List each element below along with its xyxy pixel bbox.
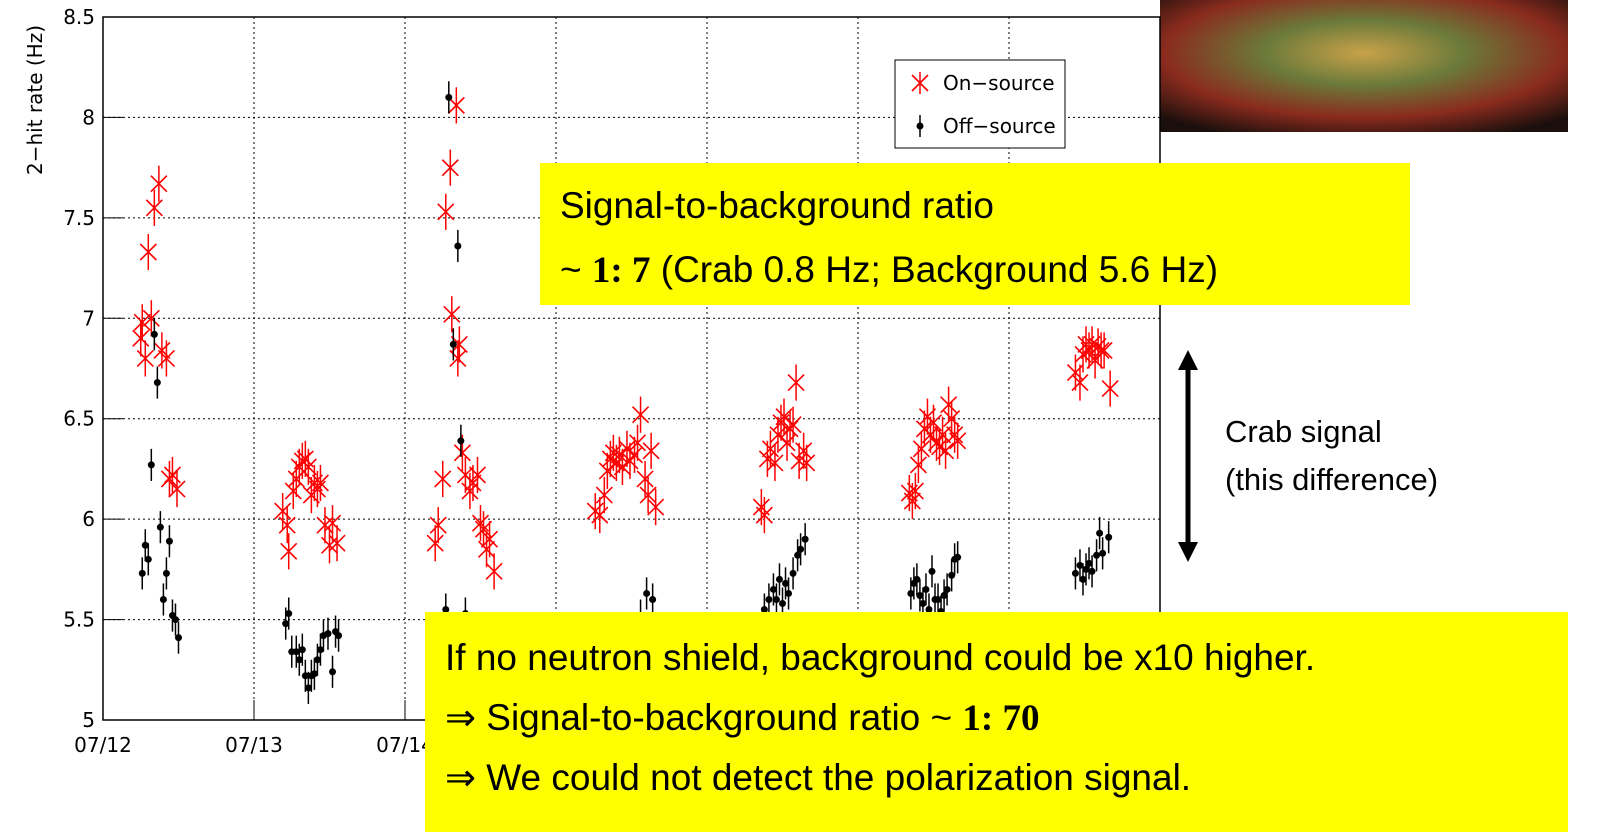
x-tick-label: 07/12 bbox=[74, 733, 132, 757]
dot-marker bbox=[776, 576, 783, 583]
dot-marker bbox=[329, 668, 336, 675]
callout-text: If no neutron shield, background could b… bbox=[445, 637, 1315, 678]
side-text: Crab signal bbox=[1225, 414, 1382, 449]
dot-marker bbox=[163, 570, 170, 577]
dot-marker bbox=[1096, 530, 1103, 537]
dot-marker bbox=[1072, 570, 1079, 577]
dot-marker bbox=[1093, 552, 1100, 559]
y-tick-label: 5 bbox=[82, 708, 95, 732]
dot-marker bbox=[160, 596, 167, 603]
dot-marker bbox=[445, 94, 452, 101]
callout-text: ~ 1: 7 (Crab 0.8 Hz; Background 5.6 Hz) bbox=[560, 249, 1218, 291]
dot-marker bbox=[917, 123, 924, 130]
dot-marker bbox=[457, 437, 464, 444]
dot-marker bbox=[139, 570, 146, 577]
y-tick-label: 5.5 bbox=[63, 608, 95, 632]
text: ~ bbox=[560, 249, 592, 290]
callout-text: Signal-to-background ratio bbox=[560, 185, 994, 226]
callout-text: ⇒ Signal-to-background ratio ~ 1: 70 bbox=[445, 697, 1040, 739]
y-tick-label: 8.5 bbox=[63, 5, 95, 29]
dot-marker bbox=[299, 646, 306, 653]
dot-marker bbox=[450, 341, 457, 348]
slide: 55.566.577.588.507/1207/1307/1407/1507/1… bbox=[0, 0, 1624, 832]
callout-text: ⇒ We could not detect the polarization s… bbox=[445, 757, 1191, 798]
dot-marker bbox=[175, 634, 182, 641]
y-axis-label: 2−hit rate (Hz) bbox=[23, 25, 47, 175]
dot-marker bbox=[454, 242, 461, 249]
dot-marker bbox=[1099, 550, 1106, 557]
dot-marker bbox=[285, 610, 292, 617]
math: 1: 70 bbox=[962, 698, 1039, 739]
y-tick-label: 6 bbox=[82, 507, 95, 531]
crab-image bbox=[1160, 0, 1568, 132]
dot-marker bbox=[166, 538, 173, 545]
dot-marker bbox=[649, 596, 656, 603]
text: ⇒ Signal-to-background ratio ~ bbox=[445, 697, 962, 738]
dot-marker bbox=[442, 606, 449, 613]
x-tick-label: 07/13 bbox=[225, 733, 283, 757]
dot-marker bbox=[1105, 534, 1112, 541]
dot-marker bbox=[922, 586, 929, 593]
page: {"chart_data":{"type":"scatter","y_label… bbox=[0, 0, 1624, 832]
dot-marker bbox=[790, 570, 797, 577]
dot-marker bbox=[761, 606, 768, 613]
dot-marker bbox=[324, 630, 331, 637]
dot-marker bbox=[151, 331, 158, 338]
legend-label: On−source bbox=[943, 71, 1055, 95]
dot-marker bbox=[157, 524, 164, 531]
legend-label: Off−source bbox=[943, 114, 1056, 138]
y-tick-label: 7 bbox=[82, 306, 95, 330]
dot-marker bbox=[643, 590, 650, 597]
dot-marker bbox=[802, 536, 809, 543]
dot-marker bbox=[148, 461, 155, 468]
y-tick-label: 7.5 bbox=[63, 206, 95, 230]
dot-marker bbox=[1089, 568, 1096, 575]
dot-marker bbox=[944, 586, 951, 593]
dot-marker bbox=[765, 596, 772, 603]
dot-marker bbox=[773, 596, 780, 603]
y-tick-label: 8 bbox=[82, 105, 95, 129]
y-tick-label: 6.5 bbox=[63, 407, 95, 431]
dot-marker bbox=[928, 568, 935, 575]
dot-marker bbox=[145, 556, 152, 563]
dot-marker bbox=[335, 632, 342, 639]
side-text: (this difference) bbox=[1225, 462, 1438, 497]
dot-marker bbox=[154, 379, 161, 386]
dot-marker bbox=[779, 600, 786, 607]
dot-marker bbox=[925, 606, 932, 613]
math: 1: 7 bbox=[592, 250, 651, 291]
dot-marker bbox=[797, 546, 804, 553]
text: (Crab 0.8 Hz; Background 5.6 Hz) bbox=[650, 249, 1218, 290]
dot-marker bbox=[954, 554, 961, 561]
dot-marker bbox=[785, 590, 792, 597]
